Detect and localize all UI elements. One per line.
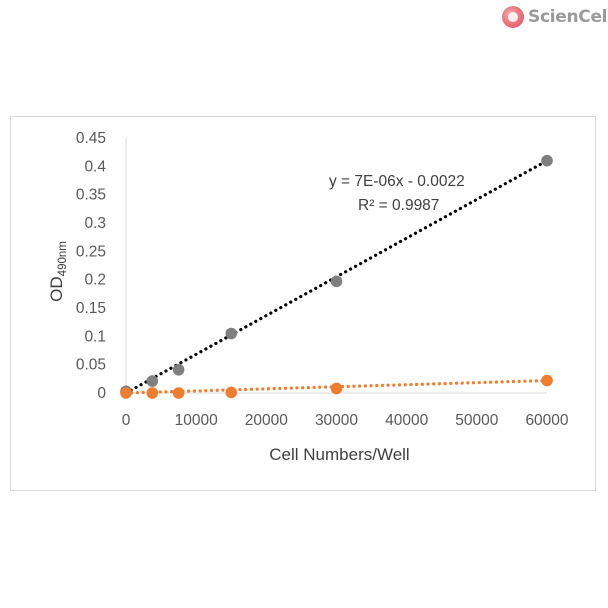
data-point-series-2: [120, 387, 132, 399]
y-tick-label: 0.4: [84, 158, 106, 175]
data-point-series-2: [541, 374, 553, 387]
od-vs-cell-number-chart: 0 0.05 0.1 0.15 0.2 0.25 0.3 0.35 0.4 0.45 0 10000…: [47, 130, 569, 464]
sciencell-logo: ScienCell: [502, 2, 608, 32]
data-points: [120, 154, 553, 399]
data-point-series-1: [225, 327, 238, 340]
data-point-series-1: [172, 363, 185, 376]
x-axis-label: Cell Numbers/Well: [269, 445, 409, 464]
x-tick-label: 60000: [525, 412, 568, 429]
y-tick-label: 0.45: [76, 130, 106, 147]
y-tick-label: 0.25: [76, 243, 106, 260]
x-tick-label: 20000: [245, 412, 288, 429]
y-axis-label: OD490nm: [47, 241, 69, 302]
y-tick-label: 0.15: [76, 300, 106, 317]
y-axis-label-subscript: 490nm: [57, 241, 69, 276]
data-point-series-2: [172, 387, 185, 399]
x-tick-label: 0: [122, 412, 131, 429]
trendline-equation: y = 7E-06x - 0.0022: [329, 173, 465, 190]
logo-text: ScienCell: [528, 6, 608, 27]
y-tick-label: 0.3: [84, 215, 106, 232]
y-tick-label: 0.2: [84, 272, 106, 289]
y-tick-label: 0.1: [84, 328, 106, 345]
data-point-series-1: [541, 154, 553, 167]
y-tick-label: 0.05: [76, 357, 106, 374]
data-point-series-1: [330, 275, 343, 288]
data-point-series-1: [146, 375, 159, 387]
x-tick-label: 40000: [385, 412, 428, 429]
x-tick-label: 50000: [455, 412, 498, 429]
sciencell-logo-icon: [502, 6, 524, 28]
y-axis-label-main: OD: [47, 276, 66, 302]
x-tick-label: 30000: [315, 412, 358, 429]
y-tick-labels: 0 0.05 0.1 0.15 0.2 0.25 0.3 0.35 0.4 0.45: [76, 130, 107, 402]
r-squared-label: R² = 0.9987: [358, 197, 439, 214]
y-tick-label: 0.35: [76, 187, 106, 204]
data-point-series-2: [146, 387, 159, 399]
data-point-series-2: [330, 382, 343, 395]
x-tick-label: 10000: [175, 412, 218, 429]
data-point-series-2: [225, 386, 238, 399]
y-tick-label: 0: [97, 385, 106, 402]
x-tick-labels: 0 10000 20000 30000 40000 50000 60000: [122, 412, 569, 429]
chart-frame: 0 0.05 0.1 0.15 0.2 0.25 0.3 0.35 0.4 0.45 0 10000…: [10, 116, 596, 491]
